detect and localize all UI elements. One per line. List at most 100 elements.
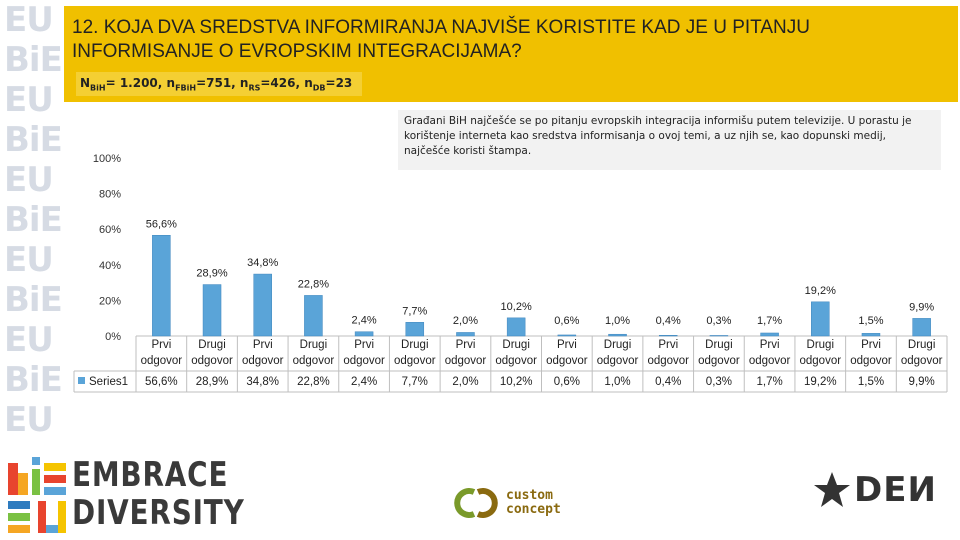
sample-size-part: =23 bbox=[325, 76, 353, 90]
category-label: Prvi odgovor bbox=[546, 339, 588, 367]
bar bbox=[912, 318, 931, 337]
category-label: Prvi odgovor bbox=[343, 339, 385, 367]
bar bbox=[811, 301, 830, 337]
table-cell-value: 0,3% bbox=[706, 376, 732, 388]
y-tick-label: 0% bbox=[105, 331, 121, 343]
watermark-letters: BiE bbox=[4, 360, 63, 400]
bar bbox=[709, 335, 729, 337]
embrace-text: EMBRACE bbox=[72, 455, 229, 495]
table-cell-value: 0,4% bbox=[655, 376, 681, 388]
watermark-row: EU bbox=[0, 320, 70, 360]
bar bbox=[608, 333, 627, 337]
data-label: 1,7% bbox=[757, 315, 782, 327]
table-cell-value: 19,2% bbox=[804, 376, 837, 388]
table-cell-value: 34,8% bbox=[246, 376, 279, 388]
watermark-row: BiE bbox=[0, 360, 70, 400]
watermark-row: EU bbox=[0, 400, 70, 440]
bar bbox=[405, 322, 425, 337]
side-watermark: EU BiE EU BiE EU BiE EU BiE EU BiE EU bbox=[0, 0, 70, 455]
sample-size-subscript: BiH bbox=[90, 83, 106, 93]
table-cell-value: 9,9% bbox=[909, 376, 935, 388]
data-label: 1,5% bbox=[858, 315, 883, 327]
watermark-letters: EU bbox=[4, 160, 54, 200]
sample-size-part: N bbox=[80, 76, 91, 90]
legend-swatch bbox=[78, 377, 85, 384]
bar bbox=[861, 333, 881, 337]
legend-label: Series1 bbox=[89, 376, 128, 388]
data-label: 34,8% bbox=[247, 257, 278, 269]
data-label: 2,4% bbox=[352, 315, 377, 327]
custom-text: custom bbox=[506, 488, 553, 503]
custom-concept-icon bbox=[454, 488, 498, 518]
watermark-letters: BiE bbox=[4, 120, 63, 160]
bar bbox=[253, 273, 272, 337]
bar bbox=[202, 284, 222, 337]
table-cell-value: 10,2% bbox=[500, 376, 533, 388]
table-cell-value: 1,0% bbox=[604, 376, 630, 388]
bie-eu-logo bbox=[8, 457, 66, 533]
watermark-letters: EU bbox=[4, 400, 54, 440]
category-label: Drugi odgovor bbox=[293, 339, 335, 367]
table-cell-value: 0,6% bbox=[554, 376, 580, 388]
bar bbox=[304, 295, 323, 337]
category-label: Prvi odgovor bbox=[141, 339, 183, 367]
sample-size-part: =751, n bbox=[196, 76, 249, 90]
table-cell-value: 56,6% bbox=[145, 376, 178, 388]
star-icon bbox=[814, 472, 850, 507]
watermark-row: BiE bbox=[0, 200, 70, 240]
y-tick-label: 60% bbox=[99, 224, 121, 236]
y-tick-label: 80% bbox=[99, 189, 121, 201]
watermark-letters: EU bbox=[4, 240, 54, 280]
category-label: Drugi odgovor bbox=[800, 339, 842, 367]
deu-logo: DEИ bbox=[812, 470, 937, 510]
data-label: 0,6% bbox=[554, 315, 579, 327]
watermark-letters: EU bbox=[4, 0, 54, 40]
watermark-letters: EU bbox=[4, 320, 54, 360]
concept-text: concept bbox=[506, 502, 561, 517]
title-banner: 12. KOJA DVA SREDSTVA INFORMIRANJA NAJVI… bbox=[64, 6, 958, 102]
table-cell-value: 2,0% bbox=[452, 376, 478, 388]
table-cell-value: 7,7% bbox=[402, 376, 428, 388]
diversity-text: DIVERSITY bbox=[72, 493, 245, 533]
category-label: Drugi odgovor bbox=[191, 339, 233, 367]
data-label: 56,6% bbox=[146, 218, 177, 230]
category-label: Prvi odgovor bbox=[749, 339, 791, 367]
bar bbox=[506, 317, 526, 337]
category-label: Drugi odgovor bbox=[698, 339, 740, 367]
bar bbox=[354, 331, 374, 337]
data-label: 1,0% bbox=[605, 315, 630, 327]
y-tick-label: 40% bbox=[99, 260, 121, 272]
category-label: Drugi odgovor bbox=[597, 339, 639, 367]
watermark-row: BiE bbox=[0, 40, 70, 80]
bar bbox=[456, 332, 475, 337]
category-label: Prvi odgovor bbox=[445, 339, 487, 367]
custom-concept-logo: custom concept bbox=[452, 486, 561, 520]
data-label: 10,2% bbox=[501, 301, 532, 313]
table-cell-value: 28,9% bbox=[196, 376, 229, 388]
bar bbox=[152, 235, 171, 337]
category-label: Drugi odgovor bbox=[495, 339, 537, 367]
page-title: 12. KOJA DVA SREDSTVA INFORMIRANJA NAJVI… bbox=[72, 17, 810, 62]
category-label: Prvi odgovor bbox=[242, 339, 284, 367]
bar bbox=[658, 335, 678, 337]
watermark-letters: BiE bbox=[4, 40, 63, 80]
bar bbox=[760, 332, 779, 337]
data-label: 19,2% bbox=[805, 285, 836, 297]
sample-size-part: = 1.200, n bbox=[105, 76, 176, 90]
watermark-row: EU bbox=[0, 240, 70, 280]
deu-text: DEИ bbox=[854, 470, 937, 510]
table-cell-value: 2,4% bbox=[351, 376, 377, 388]
y-tick-label: 100% bbox=[93, 153, 121, 165]
data-label: 0,4% bbox=[656, 315, 681, 327]
data-label: 2,0% bbox=[453, 315, 478, 327]
table-cell-value: 1,5% bbox=[858, 376, 884, 388]
data-label: 28,9% bbox=[196, 268, 227, 280]
watermark-letters: BiE bbox=[4, 280, 63, 320]
watermark-row: EU bbox=[0, 0, 70, 40]
watermark-row: BiE bbox=[0, 280, 70, 320]
watermark-letters: BiE bbox=[4, 200, 63, 240]
embrace-diversity-logo: EMBRACE DIVERSITY bbox=[72, 456, 245, 532]
category-label: Drugi odgovor bbox=[901, 339, 943, 367]
sample-size-subscript: FBiH bbox=[175, 83, 197, 93]
